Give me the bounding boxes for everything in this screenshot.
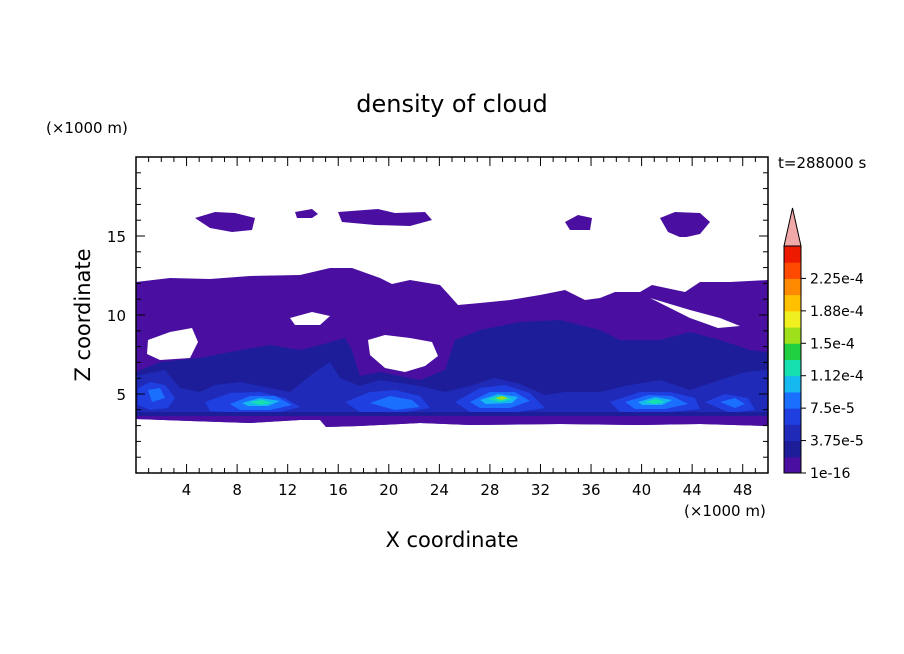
x-tick-label: 4 bbox=[182, 481, 192, 499]
cloud-gap-4 bbox=[147, 328, 198, 360]
cloud-band-lower-line bbox=[136, 412, 768, 416]
colorbar-band bbox=[784, 294, 801, 312]
colorbar-band bbox=[784, 440, 801, 458]
x-tick-label: 40 bbox=[632, 481, 651, 499]
colorbar-band bbox=[784, 375, 801, 393]
cloud-layer-4 bbox=[148, 388, 745, 410]
cloud-gap-6 bbox=[340, 243, 460, 270]
y-axis-label: Z coordinate bbox=[71, 248, 95, 381]
colorbar-band bbox=[784, 310, 801, 328]
x-tick-label: 36 bbox=[581, 481, 600, 499]
cloud-gap-1 bbox=[136, 237, 768, 305]
colorbar-label: 2.25e-4 bbox=[810, 271, 864, 287]
y-unit-label: (×1000 m) bbox=[46, 119, 128, 137]
cloud-density-field bbox=[136, 209, 768, 427]
x-tick-label: 32 bbox=[531, 481, 550, 499]
x-tick-label: 16 bbox=[329, 481, 348, 499]
colorbar-band bbox=[784, 359, 801, 377]
colorbar-label: 7.5e-5 bbox=[810, 401, 855, 417]
y-tick-label: 5 bbox=[116, 386, 126, 404]
cloud-patch-3 bbox=[338, 209, 432, 226]
colorbar-band bbox=[784, 456, 801, 474]
x-tick-label: 12 bbox=[278, 481, 297, 499]
y-tick-label: 10 bbox=[107, 307, 126, 325]
x-axis-label: X coordinate bbox=[385, 528, 518, 552]
cloud-patch-4 bbox=[565, 215, 592, 230]
cloud-gap-2 bbox=[650, 298, 740, 328]
colorbar-label: 1e-16 bbox=[810, 466, 850, 482]
y-tick-label: 15 bbox=[107, 228, 126, 246]
colorbar-label: 1.12e-4 bbox=[810, 369, 864, 385]
colorbar-band bbox=[784, 424, 801, 442]
cloud-patch-1 bbox=[195, 212, 255, 232]
colorbar-band bbox=[784, 246, 801, 263]
cloud-patch-2 bbox=[295, 209, 318, 218]
colorbar-band bbox=[784, 391, 801, 409]
colorbar-label: 1.88e-4 bbox=[810, 304, 864, 320]
y-ticks: 5 10 15 bbox=[107, 172, 768, 458]
x-ticks: 4 8 12 16 20 24 28 32 36 40 44 48 bbox=[148, 157, 756, 499]
cloud-layer-3 bbox=[138, 382, 755, 413]
colorbar-band bbox=[784, 278, 801, 296]
x-tick-label: 20 bbox=[379, 481, 398, 499]
colorbar-band bbox=[784, 262, 801, 279]
colorbar-extend-triangle bbox=[783, 207, 802, 247]
colorbar-band bbox=[784, 408, 801, 425]
cloud-patch-5 bbox=[660, 212, 710, 238]
colorbar-band bbox=[784, 327, 801, 344]
x-tick-label: 8 bbox=[232, 481, 242, 499]
cloud-layer-7 bbox=[495, 396, 508, 400]
colorbar: 1e-16 3.75e-5 7.5e-5 1.12e-4 1.5e-4 1.88e-4 2.… bbox=[783, 207, 864, 482]
chart-title: density of cloud bbox=[356, 90, 547, 118]
colorbar-label: 3.75e-5 bbox=[810, 434, 864, 450]
time-label: t=288000 s bbox=[778, 154, 866, 172]
x-tick-label: 24 bbox=[430, 481, 449, 499]
x-unit-label: (×1000 m) bbox=[684, 502, 766, 520]
cloud-gap-3 bbox=[368, 335, 438, 372]
x-tick-label: 44 bbox=[683, 481, 702, 499]
colorbar-band bbox=[784, 343, 801, 360]
x-tick-label: 48 bbox=[733, 481, 752, 499]
cloud-layer-2 bbox=[136, 362, 768, 412]
cloud-gap-5 bbox=[290, 312, 330, 325]
x-tick-label: 28 bbox=[480, 481, 499, 499]
colorbar-label: 1.5e-4 bbox=[810, 336, 855, 352]
